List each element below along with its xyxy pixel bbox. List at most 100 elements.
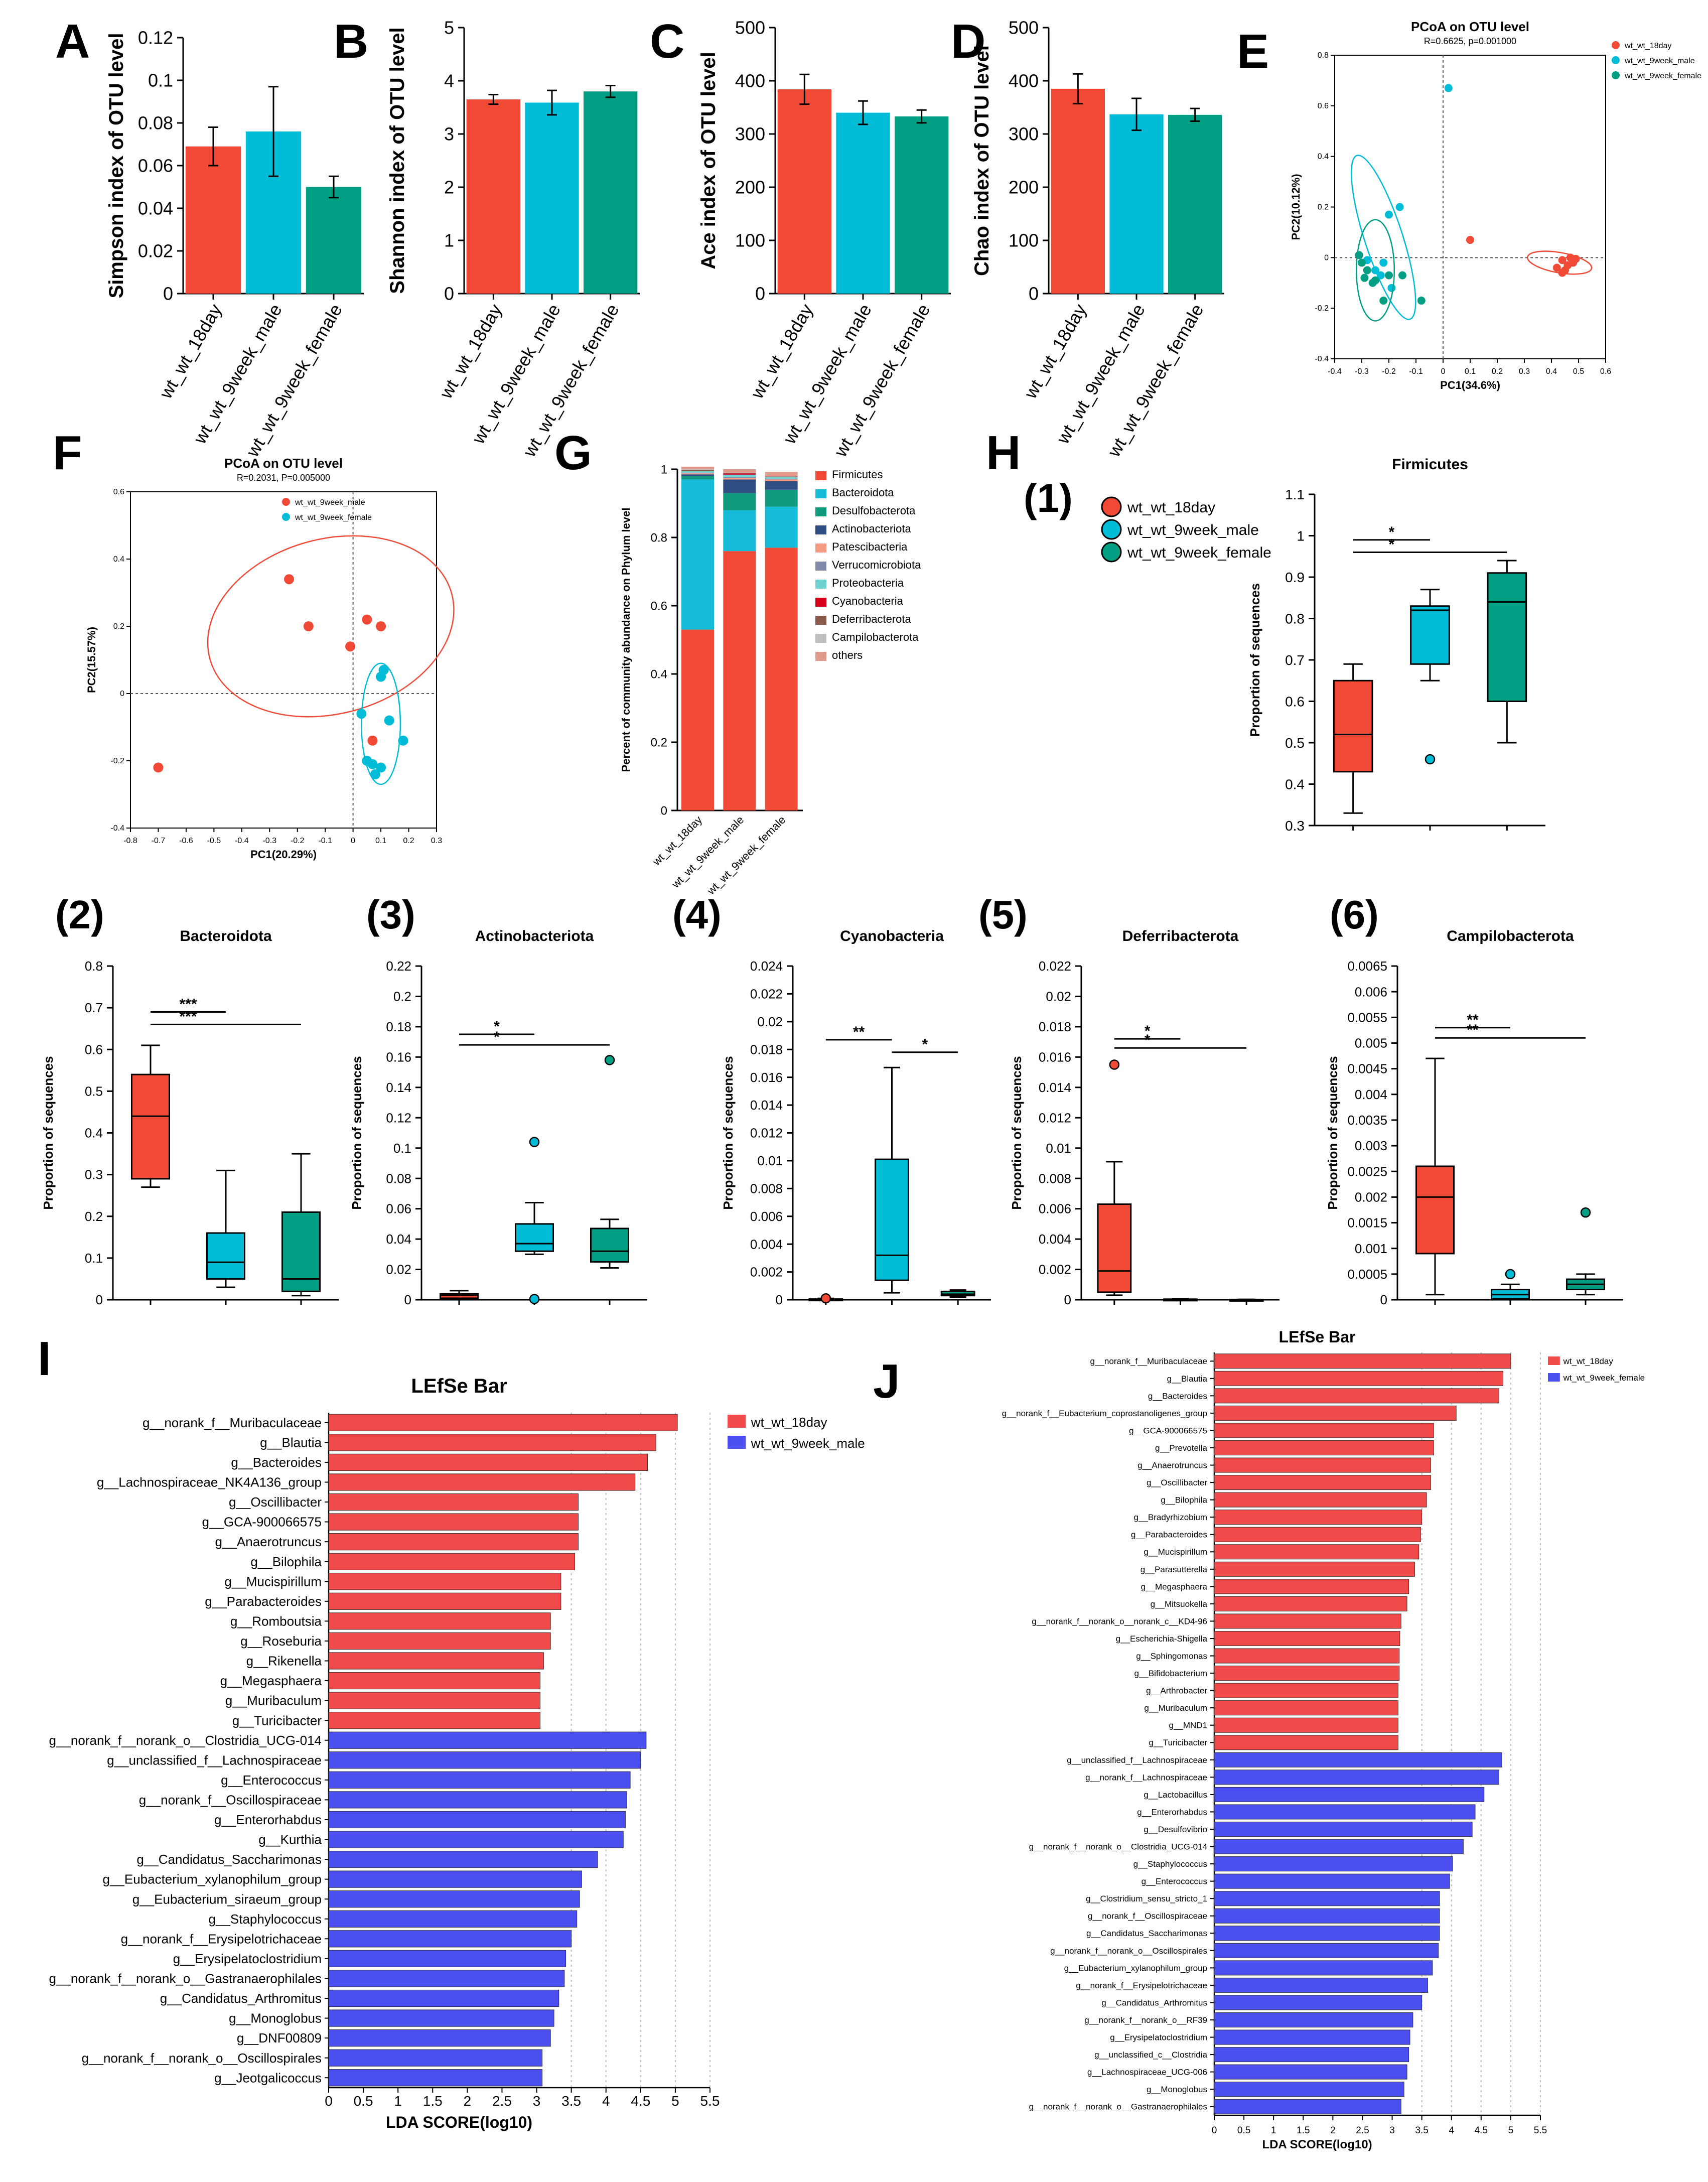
lefse-bar-g__Mucispirillum [328, 1573, 561, 1590]
lefse-bar-g__Parasutterella [1214, 1561, 1415, 1577]
legend-swatch [815, 652, 826, 661]
lefse-bar-g__Clostridium_sensu_stricto_1 [1214, 1891, 1440, 1906]
lefse-I-bar-label: g__Candidatus_Arthromitus [160, 1991, 322, 2006]
legend-swatch [1612, 71, 1620, 79]
scatter-F-y-tick-label: 0.6 [113, 488, 124, 496]
box-H3-ylabel: Proportion of sequences [349, 1056, 364, 1209]
confidence-ellipse [207, 535, 455, 718]
box-H5-y-tick-label: 0.016 [1039, 1049, 1071, 1064]
scatter-F-x-tick-label: -0.3 [262, 837, 276, 845]
significance-label: * [1145, 1032, 1151, 1048]
box-H6-y-tick-label: 0.003 [1355, 1138, 1387, 1153]
box-H4-ylabel: Proportion of sequences [721, 1056, 736, 1209]
lefse-I-x-tick-label: 0.5 [354, 2093, 373, 2109]
stacked-y-tick-label: 0.2 [651, 736, 667, 749]
lefse-I-bar-label: g__Parabacteroides [205, 1594, 322, 1609]
bar-D-wt_wt_9week_male [1109, 114, 1164, 294]
box-H2-y-tick-label: 0.5 [85, 1083, 103, 1099]
legend-label: Actinobacteriota [832, 522, 912, 535]
box-H3-y-tick-label: 0.14 [386, 1080, 411, 1095]
scatter-E-y-tick-label: 0.2 [1318, 203, 1329, 212]
scatter-E-x-tick-label: 0.6 [1600, 367, 1611, 376]
scatter-E-x-tick-label: 0 [1441, 367, 1446, 376]
legend-swatch [815, 543, 826, 553]
scatter-point-wt_wt_9week_male [1385, 210, 1393, 219]
stacked-segment-Campilobacterota [765, 476, 798, 477]
box-H6-title: Campilobacterota [1447, 928, 1574, 944]
legend-swatch [1612, 56, 1620, 64]
scatter-point-wt_wt_9week_female [1398, 271, 1406, 280]
lefse-bar-g__Arthrobacter [1214, 1683, 1398, 1698]
sub-label-H2: (2) [55, 892, 104, 937]
scatter-point-wt_wt_9week_male [1371, 266, 1379, 275]
lefse-J-bar-label: g__GCA-900066575 [1129, 1426, 1207, 1435]
lefse-I-x-tick-label: 2.5 [492, 2093, 512, 2109]
sub-label-H3: (3) [366, 892, 415, 937]
box-H1-y-tick-label: 0.9 [1285, 570, 1305, 585]
scatter-point-wt_wt_9week_female [367, 759, 378, 769]
stacked-y-tick-label: 0 [661, 804, 667, 817]
scatter-point-wt_wt_9week_male [345, 641, 356, 652]
box-H2-title: Bacteroidota [180, 928, 272, 944]
box-H6-y-tick-label: 0.004 [1355, 1087, 1387, 1102]
legend-label: wt_wt_9week_female [295, 513, 372, 522]
outlier-point [1425, 754, 1436, 765]
stacked-segment-Firmicutes [723, 551, 756, 810]
lefse-J-bar-label: g__unclassified_c__Clostridia [1094, 2050, 1207, 2060]
lefse-J-bar-label: g__Eubacterium_xylanophilum_group [1064, 1963, 1207, 1973]
lefse-J-bar-label: g__norank_f__norank_o__Clostridia_UCG-01… [1029, 1842, 1207, 1851]
lefse-J-bar-label: g__Escherichia-Shigella [1116, 1634, 1208, 1644]
lefse-bar-g__Desulfovibrio [1214, 1821, 1473, 1837]
box-wt_wt_18day [440, 1293, 479, 1299]
significance-label: ** [1467, 1022, 1479, 1038]
lefse-J-bar-label: g__Blautia [1167, 1374, 1208, 1384]
lefse-I-bar-label: g__Blautia [260, 1435, 322, 1450]
bar-C-ylabel: Ace index of OTU level [697, 52, 720, 269]
box-H1-y-tick-label: 0.4 [1285, 776, 1305, 792]
lefse-bar-g__Megasphaera [1214, 1579, 1409, 1594]
lefse-bar-g__Bacteroides [1214, 1388, 1499, 1404]
legend-swatch [815, 598, 826, 607]
scatter-F-y-tick-label: 0.2 [113, 622, 124, 631]
scatter-point-wt_wt_9week_male [1395, 203, 1404, 211]
lefse-J-bar-label: g__Candidatus_Saccharimonas [1086, 1929, 1207, 1938]
bar-B-y-tick-label: 5 [444, 18, 454, 38]
lefse-bar-g__Eubacterium_siraeum_group [328, 1890, 580, 1908]
stacked-segment-Bacteroidota [765, 506, 798, 548]
lefse-bar-g__Bifidobacterium [1214, 1666, 1400, 1681]
bar-D-y-tick-label: 300 [1009, 124, 1039, 145]
scatter-E-y-tick-label: -0.2 [1315, 304, 1329, 313]
legend-swatch [815, 562, 826, 571]
lefse-J-x-tick-label: 0 [1212, 2125, 1217, 2136]
lefse-bar-g__Sphingomonas [1214, 1648, 1400, 1664]
box-H5-y-tick-label: 0.012 [1039, 1110, 1071, 1125]
legend-swatch [1101, 541, 1122, 563]
stacked-segment-Deferribacterota [681, 470, 714, 471]
stacked-segment-Patescibacteria [681, 473, 714, 475]
legend-swatch [1548, 1373, 1560, 1382]
box-H2-y-tick-label: 0.1 [85, 1251, 103, 1266]
lefse-bar-g__Anaerotruncus [328, 1533, 579, 1551]
lefse-bar-g__Oscillibacter [328, 1493, 579, 1511]
scatter-point-wt_wt_9week_male [284, 574, 295, 585]
box-wt_wt_18day [1097, 1203, 1132, 1293]
scatter-point-wt_wt_9week_female [370, 769, 380, 779]
lefse-bar-g__Bacteroides [328, 1453, 648, 1471]
lefse-I-bar-label: g__GCA-900066575 [202, 1515, 322, 1530]
scatter-F-y-tick-label: 0.4 [113, 555, 124, 564]
lefse-bar-g__norank_f__Eubacterium_coprostanoligenes_group [1214, 1405, 1457, 1421]
lefse-I-x-tick-label: 2 [464, 2093, 472, 2109]
scatter-point-wt_wt_9week_female [1355, 251, 1363, 259]
legend-label: wt_wt_18day [1127, 499, 1215, 516]
confidence-ellipse [1350, 155, 1416, 320]
lefse-J-bar-label: g__Bacteroides [1148, 1391, 1207, 1401]
significance-label: * [1145, 1023, 1151, 1039]
scatter-point-wt_wt_18day [1561, 266, 1569, 275]
lefse-J-bar-label: g__Turicibacter [1149, 1738, 1207, 1747]
lefse-bar-g__norank_f__Oscillospiraceae [1214, 1908, 1440, 1924]
panel-label-I: I [38, 1332, 51, 1386]
lefse-J-bar-label: g__Bradyrhizobium [1134, 1513, 1207, 1522]
legend-label: wt_wt_9week_male [1127, 522, 1259, 538]
bar-D-y-tick-label: 200 [1009, 177, 1039, 198]
scatter-F-y-tick-label: 0 [120, 690, 124, 698]
